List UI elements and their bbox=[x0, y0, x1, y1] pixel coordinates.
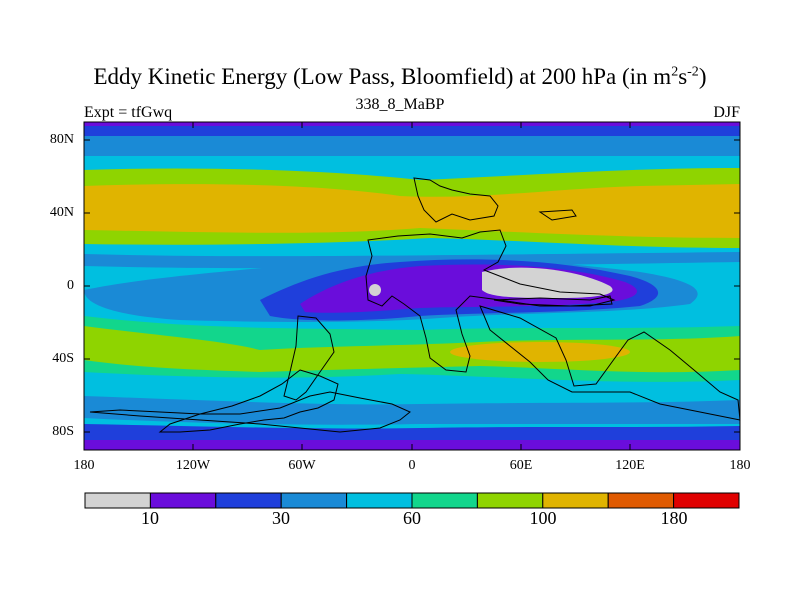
lon-tick-label: 180 bbox=[729, 458, 751, 473]
lon-tick-label: 120W bbox=[175, 458, 211, 473]
lon-tick-label: 60W bbox=[288, 458, 316, 473]
map-title: Eddy Kinetic Energy (Low Pass, Bloomfiel… bbox=[93, 64, 707, 89]
colorbar-swatch bbox=[149, 492, 217, 509]
lon-tick-label: 180 bbox=[73, 458, 95, 473]
colorbar-swatch bbox=[607, 492, 675, 509]
experiment-label: Expt = tfGwq bbox=[84, 104, 173, 121]
lat-tick-label: 80S bbox=[52, 424, 74, 439]
lat-tick-label: 40S bbox=[52, 351, 74, 366]
contour-field bbox=[84, 122, 740, 450]
colorbar bbox=[84, 492, 740, 509]
colorbar-swatch bbox=[673, 492, 740, 509]
colorbar-swatch bbox=[280, 492, 348, 509]
lat-tick-label: 80N bbox=[49, 132, 74, 147]
colorbar-swatch bbox=[411, 492, 478, 509]
colorbar-label: 180 bbox=[660, 508, 688, 528]
lon-tick-label: 60E bbox=[509, 458, 533, 473]
map-frame bbox=[83, 121, 741, 451]
colorbar-label: 30 bbox=[272, 508, 290, 528]
colorbar-swatch bbox=[84, 492, 151, 509]
colorbar-label: 100 bbox=[529, 508, 557, 528]
lat-tick-label: 40N bbox=[49, 205, 74, 220]
lat-tick-label: 0 bbox=[67, 278, 74, 293]
colorbar-label: 10 bbox=[141, 508, 159, 528]
colorbar-swatch bbox=[476, 492, 544, 509]
colorbar-swatch bbox=[215, 492, 282, 509]
lon-tick-label: 0 bbox=[408, 458, 416, 473]
colorbar-label: 60 bbox=[403, 508, 421, 528]
colorbar-swatch bbox=[346, 492, 413, 509]
coastlines bbox=[89, 177, 741, 433]
map-subtitle: 338_8_MaBP bbox=[355, 96, 445, 113]
lon-tick-label: 120E bbox=[615, 458, 645, 473]
colorbar-swatch bbox=[542, 492, 609, 509]
season-label: DJF bbox=[713, 104, 740, 121]
